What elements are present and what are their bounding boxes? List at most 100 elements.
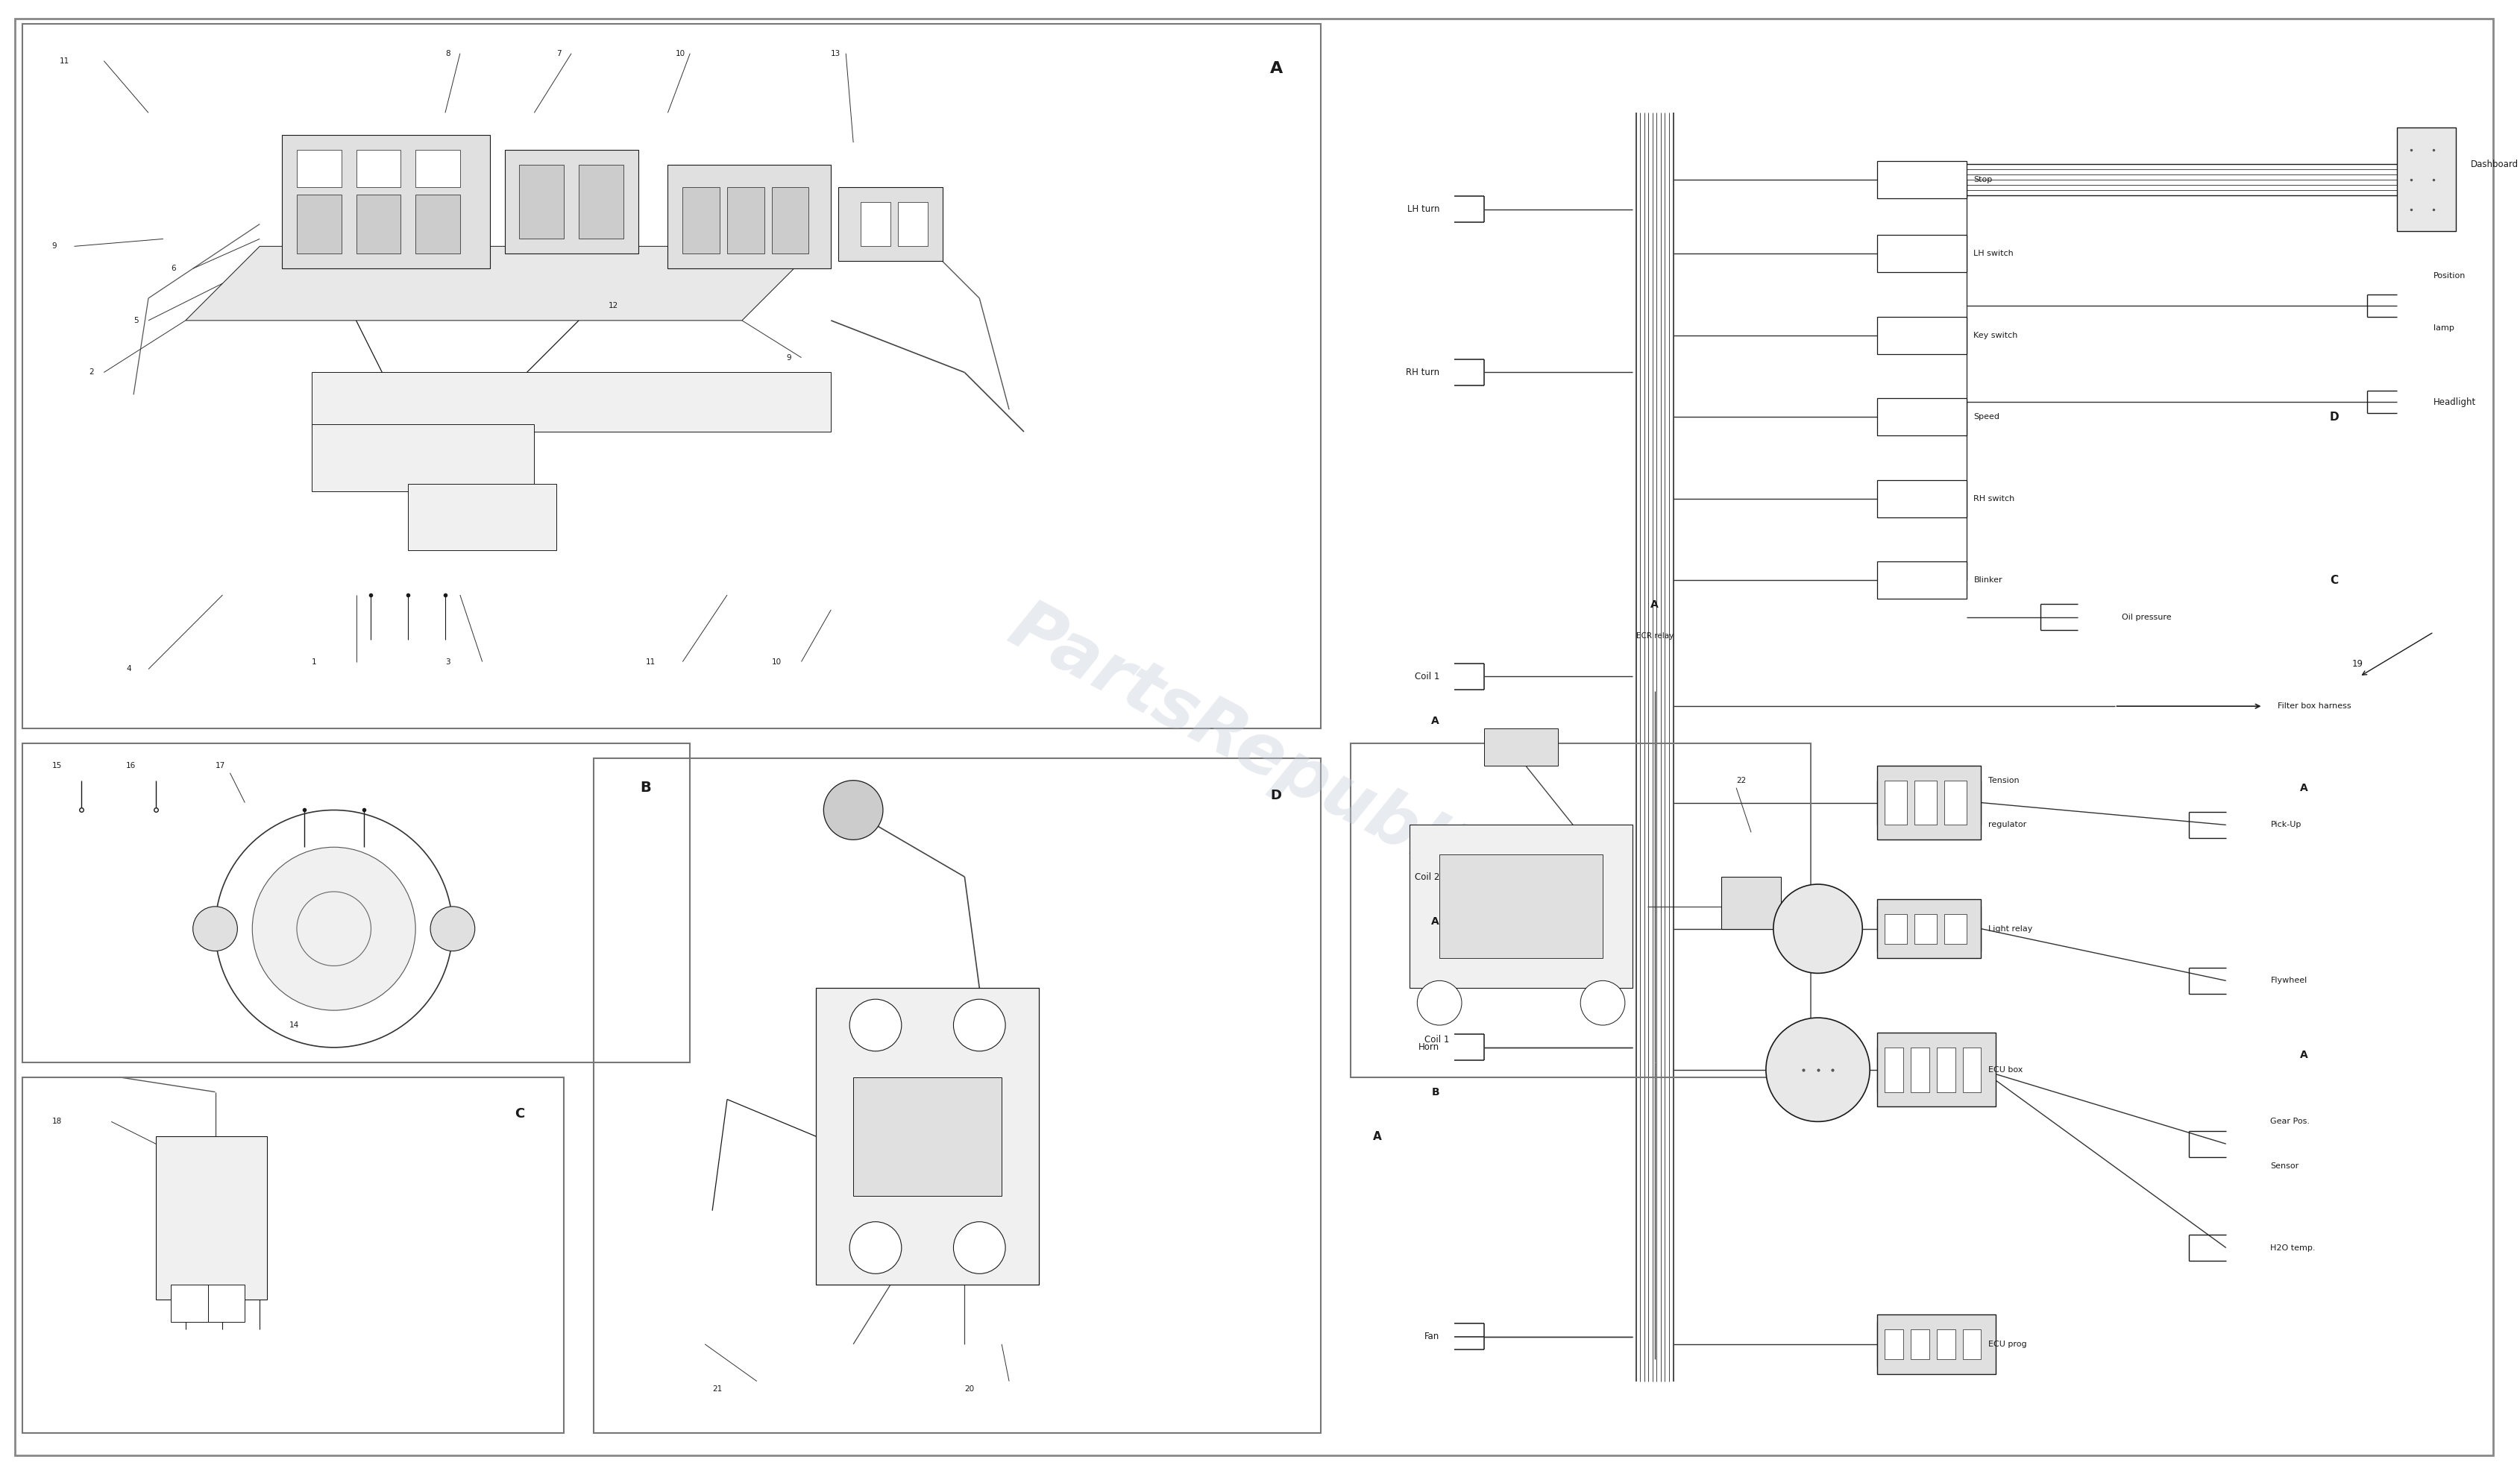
Text: 2: 2 [88, 368, 93, 376]
Text: Blinker: Blinker [1973, 576, 2001, 584]
Text: 12: 12 [607, 302, 617, 310]
Text: A: A [1270, 60, 1283, 75]
Bar [1877, 398, 1966, 435]
Bar [683, 187, 721, 254]
Text: B: B [1431, 1086, 1439, 1097]
Bar [171, 1285, 207, 1322]
Text: Stop: Stop [1973, 175, 1991, 183]
Text: RH turn: RH turn [1406, 367, 1439, 377]
Bar [668, 165, 832, 268]
Bar [1409, 825, 1633, 988]
Text: Coil 1: Coil 1 [1424, 1035, 1449, 1045]
Bar [580, 165, 622, 239]
Text: RH switch: RH switch [1973, 495, 2013, 503]
Bar [23, 1077, 564, 1433]
Circle shape [849, 1222, 902, 1274]
Bar [1439, 855, 1603, 958]
Text: Speed: Speed [1973, 413, 1998, 420]
Text: B: B [640, 781, 650, 794]
Text: 3: 3 [446, 657, 451, 665]
Bar [1877, 780, 1981, 825]
Bar [1877, 317, 1966, 354]
Text: Headlight: Headlight [2432, 397, 2475, 407]
Text: Light relay: Light relay [1988, 926, 2031, 933]
Bar [408, 483, 557, 550]
Bar [1877, 161, 1966, 198]
Bar [1484, 728, 1557, 765]
Bar [23, 743, 690, 1063]
Text: 18: 18 [53, 1117, 63, 1125]
Bar [156, 1136, 267, 1300]
Bar [592, 758, 1320, 1433]
Text: Key switch: Key switch [1973, 332, 2019, 339]
Text: LH turn: LH turn [1406, 205, 1439, 214]
Bar [312, 425, 534, 491]
Bar [504, 150, 638, 254]
Bar [355, 195, 401, 254]
Bar [1877, 1315, 1996, 1374]
Text: 15: 15 [53, 762, 63, 769]
Text: PartsRepublic: PartsRepublic [998, 593, 1509, 909]
Bar [726, 187, 764, 254]
Bar [1943, 780, 1966, 825]
Text: 11: 11 [645, 657, 655, 665]
Text: A: A [1651, 600, 1658, 610]
Text: C: C [514, 1107, 524, 1120]
Text: 22: 22 [1736, 777, 1746, 784]
Bar [416, 195, 459, 254]
Bar [1935, 1330, 1956, 1359]
Bar [416, 150, 459, 187]
Text: regulator: regulator [1988, 821, 2026, 828]
Text: 9: 9 [53, 243, 58, 251]
Bar [207, 1285, 244, 1322]
Bar [297, 150, 340, 187]
Text: 20: 20 [965, 1386, 975, 1393]
Bar [839, 187, 942, 261]
Bar [23, 24, 1320, 728]
Circle shape [1416, 980, 1462, 1026]
Bar [1963, 1330, 1981, 1359]
Bar [859, 202, 890, 246]
Text: D: D [1270, 789, 1283, 802]
Bar [1885, 780, 1905, 825]
Circle shape [252, 848, 416, 1010]
Text: 13: 13 [832, 50, 842, 57]
Circle shape [953, 999, 1005, 1051]
Circle shape [953, 1222, 1005, 1274]
Text: ECR relay: ECR relay [1635, 632, 1673, 640]
Text: 8: 8 [446, 50, 451, 57]
Bar [1913, 914, 1935, 943]
Bar [816, 988, 1038, 1285]
Circle shape [849, 999, 902, 1051]
Polygon shape [186, 246, 816, 320]
Bar [1935, 1048, 1956, 1092]
Text: Position: Position [2432, 273, 2465, 280]
Bar [1943, 914, 1966, 943]
Bar [1877, 1322, 1981, 1366]
Bar [2397, 128, 2454, 231]
Circle shape [1580, 980, 1625, 1026]
Bar [1913, 780, 1935, 825]
Text: A: A [1373, 1131, 1381, 1142]
Text: Dashboard: Dashboard [2470, 159, 2517, 170]
Text: Tension: Tension [1988, 777, 2019, 784]
Text: ECU prog: ECU prog [1988, 1340, 2026, 1347]
Bar [1877, 236, 1966, 273]
Text: 1: 1 [312, 657, 318, 665]
Text: A: A [1431, 917, 1439, 927]
Text: A: A [2298, 783, 2308, 793]
Text: 17: 17 [214, 762, 224, 769]
Bar [1877, 1048, 1981, 1092]
Bar [1877, 1033, 1996, 1107]
Bar [519, 165, 564, 239]
Text: lamp: lamp [2432, 324, 2454, 332]
Circle shape [1774, 884, 1862, 973]
Bar [355, 150, 401, 187]
Text: Fan: Fan [1424, 1332, 1439, 1341]
Bar [1963, 1048, 1981, 1092]
Bar [1910, 1048, 1928, 1092]
Text: 10: 10 [771, 657, 781, 665]
Text: 21: 21 [713, 1386, 723, 1393]
Text: Oil pressure: Oil pressure [2122, 613, 2172, 621]
Bar [1877, 481, 1966, 517]
